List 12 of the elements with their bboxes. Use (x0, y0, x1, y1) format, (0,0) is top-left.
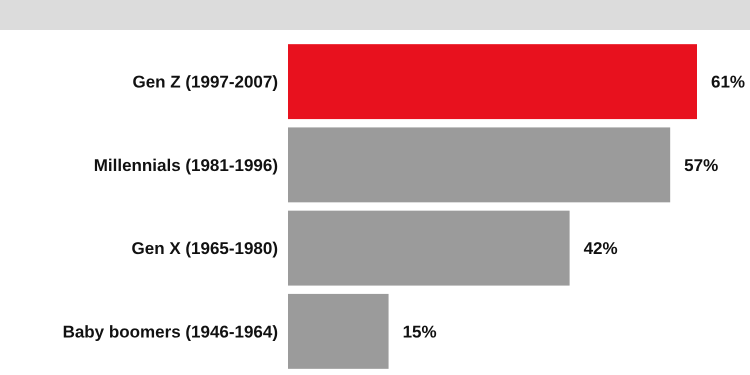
y-tick-label: Baby boomers (1946-1964) (62, 322, 278, 342)
data-label: 42% (584, 239, 618, 258)
y-tick-label: Gen X (1965-1980) (132, 239, 278, 258)
data-label: 61% (711, 72, 746, 92)
data-label: 57% (684, 156, 718, 175)
bar (288, 294, 389, 369)
y-tick-label: Gen Z (1997-2007) (132, 72, 278, 92)
bar (288, 210, 570, 286)
bar (288, 127, 670, 202)
y-tick-label: Millennials (1981-1996) (94, 156, 278, 175)
bar (288, 44, 697, 120)
data-label: 15% (402, 322, 437, 342)
